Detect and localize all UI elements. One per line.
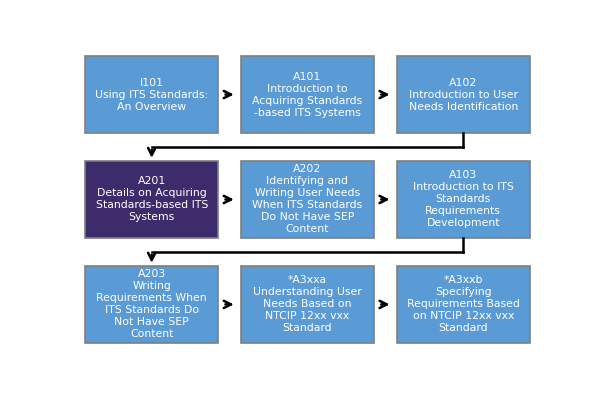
Text: A102
Introduction to User
Needs Identification: A102 Introduction to User Needs Identifi… — [409, 77, 518, 111]
FancyBboxPatch shape — [85, 56, 218, 134]
FancyBboxPatch shape — [397, 265, 530, 343]
Text: A101
Introduction to
Acquiring Standards
-based ITS Systems: A101 Introduction to Acquiring Standards… — [253, 71, 362, 118]
FancyBboxPatch shape — [241, 161, 374, 238]
Text: A103
Introduction to ITS
Standards
Requirements
Development: A103 Introduction to ITS Standards Requi… — [413, 171, 514, 228]
Text: A203
Writing
Requirements When
ITS Standards Do
Not Have SEP
Content: A203 Writing Requirements When ITS Stand… — [97, 269, 207, 339]
Text: *A3xxa
Understanding User
Needs Based on
NTCIP 12xx vxx
Standard: *A3xxa Understanding User Needs Based on… — [253, 275, 362, 333]
FancyBboxPatch shape — [397, 161, 530, 238]
FancyBboxPatch shape — [241, 265, 374, 343]
FancyBboxPatch shape — [85, 265, 218, 343]
Text: A202
Identifying and
Writing User Needs
When ITS Standards
Do Not Have SEP
Conte: A202 Identifying and Writing User Needs … — [253, 164, 362, 235]
Text: I101
Using ITS Standards:
An Overview: I101 Using ITS Standards: An Overview — [95, 77, 208, 111]
FancyBboxPatch shape — [397, 56, 530, 134]
Text: A201
Details on Acquiring
Standards-based ITS
Systems: A201 Details on Acquiring Standards-base… — [95, 177, 208, 222]
Text: *A3xxb
Specifying
Requirements Based
on NTCIP 12xx vxx
Standard: *A3xxb Specifying Requirements Based on … — [407, 275, 520, 333]
FancyBboxPatch shape — [241, 56, 374, 134]
FancyBboxPatch shape — [85, 161, 218, 238]
